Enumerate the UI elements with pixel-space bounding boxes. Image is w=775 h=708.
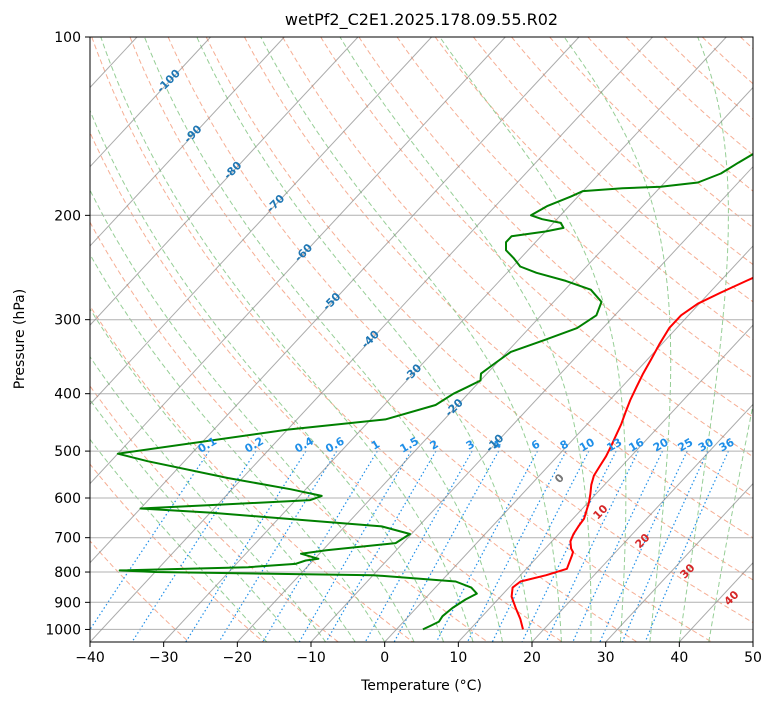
y-tick-label: 700 [54, 531, 81, 547]
dewpoint-profile [116, 152, 753, 631]
y-tick-label: 100 [54, 30, 81, 46]
isotherms [0, 37, 753, 642]
x-tick-label: −40 [75, 650, 105, 666]
dry-adiabat [396, 37, 753, 379]
dry-adiabat [90, 221, 488, 642]
plot-background [90, 37, 753, 642]
plot-frame [89, 36, 754, 643]
mixing-ratio-line [621, 450, 709, 642]
isotherm [90, 37, 580, 564]
moist-adiabat [90, 308, 356, 642]
dry-adiabat [549, 37, 753, 229]
y-tick-label: 1000 [45, 622, 81, 638]
mixing-ratio-lines [90, 450, 729, 642]
mixing-ratio-line [466, 450, 567, 642]
mixing-ratio-line [491, 450, 590, 642]
y-axis-label: Pressure (hPa) [12, 288, 28, 390]
moist-adiabat [90, 189, 415, 642]
dry-adiabat [320, 37, 753, 458]
profile-series [116, 152, 753, 631]
moist-adiabat [260, 37, 562, 642]
dry-adiabats [90, 37, 753, 642]
dry-adiabat [90, 463, 264, 642]
dry-adiabat [282, 37, 753, 498]
isotherm [90, 37, 359, 326]
x-tick-label: 20 [523, 650, 541, 666]
moist-adiabat [678, 37, 729, 642]
temperature-profile [510, 276, 753, 630]
moist-adiabat [708, 402, 753, 642]
x-tick-label: −20 [223, 650, 253, 666]
moist-adiabat [196, 37, 533, 642]
isotherm [90, 37, 653, 642]
x-tick-label: 50 [744, 650, 762, 666]
dry-adiabat [434, 37, 753, 341]
isotherm [384, 245, 753, 642]
mixing-ratio-line [545, 450, 639, 642]
x-tick-label: 10 [449, 650, 467, 666]
moist-adiabat [90, 438, 268, 642]
dry-adiabat [91, 37, 638, 642]
moist-adiabat [90, 253, 386, 642]
isotherm [752, 641, 753, 642]
moist-adiabat [100, 37, 474, 642]
x-tick-label: −10 [296, 650, 326, 666]
y-tick-label: 500 [54, 444, 81, 460]
x-tick-label: 0 [380, 650, 389, 666]
mixing-ratio-line [521, 450, 617, 642]
mixing-ratio-line [393, 450, 500, 642]
dry-adiabat [90, 540, 190, 642]
dry-adiabat [167, 37, 753, 624]
mixing-ratio-line [572, 450, 664, 642]
mixing-ratio-line [599, 450, 688, 642]
dry-adiabat [625, 37, 753, 156]
dry-adiabat [129, 37, 712, 642]
dry-adiabat [511, 37, 753, 266]
x-tick-label: 40 [670, 650, 688, 666]
y-tick-label: 900 [54, 595, 81, 611]
isotherm [310, 165, 753, 642]
dry-adiabat [90, 131, 563, 642]
y-tick-label: 300 [54, 313, 81, 329]
isotherm [90, 37, 211, 168]
isotherm [457, 324, 753, 642]
x-tick-label: −30 [149, 650, 179, 666]
axis-ticks: −40 −30 −20 −10 0 10 20 30 40 50 100 200 300 400 500 60… [45, 30, 762, 666]
isotherm [0, 37, 63, 642]
moist-adiabat [144, 37, 503, 642]
mixing-ratio-line [218, 450, 338, 642]
chart-title: wetPf2_C2E1.2025.178.09.55.R02 [284, 10, 559, 29]
mixing-ratio-line [325, 450, 437, 642]
isotherm [605, 482, 753, 642]
isotherm [90, 37, 432, 406]
mixing-ratio-line [435, 450, 539, 642]
isotherm [90, 37, 285, 247]
y-tick-label: 600 [54, 491, 81, 507]
x-axis-label: Temperature (°C) [361, 678, 482, 694]
dry-adiabat [358, 37, 753, 418]
isotherm [531, 403, 753, 642]
y-tick-label: 200 [54, 208, 81, 224]
moist-adiabat [439, 37, 627, 642]
mixing-ratio-line [90, 450, 210, 631]
x-tick-label: 30 [597, 650, 615, 666]
isotherm [236, 86, 753, 642]
moist-adiabat [339, 37, 592, 642]
isotherm [163, 37, 727, 642]
moist-adiabat [563, 37, 672, 642]
y-tick-label: 400 [54, 387, 81, 403]
y-tick-label: 800 [54, 565, 81, 581]
isotherm [90, 37, 506, 485]
